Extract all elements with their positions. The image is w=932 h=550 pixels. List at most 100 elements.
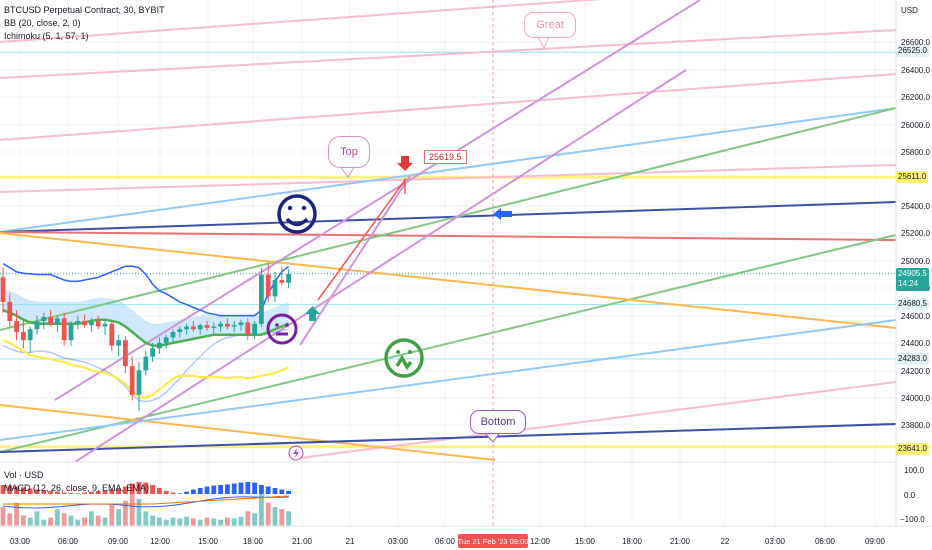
ichimoku-cloud <box>3 288 289 346</box>
candle-body <box>89 321 94 326</box>
volume-bar <box>163 519 169 526</box>
pink-line-4 <box>0 164 896 193</box>
volume-bar <box>14 502 19 526</box>
macd-bar <box>14 486 19 494</box>
macd-tick-neg100: −100.0 <box>900 515 925 524</box>
red-line <box>0 231 896 241</box>
top-callout-tail <box>339 165 356 178</box>
macd-tick-labels: 100.0 0.0 −100.0 <box>900 466 925 524</box>
macd-bar <box>82 492 87 494</box>
macd-bar <box>252 482 257 494</box>
candle-body <box>170 331 176 338</box>
blue-line-low <box>0 319 896 441</box>
candle-body <box>177 329 183 332</box>
candle-body <box>279 280 285 283</box>
macd-bar <box>279 489 285 494</box>
macd-bar <box>68 493 74 494</box>
time-tick: 06:00 <box>815 537 836 546</box>
last-price: 24905.5 <box>898 269 927 278</box>
volume-bars <box>0 486 291 526</box>
candle-body <box>143 356 149 371</box>
candle-body <box>34 321 40 330</box>
currency-label: USD <box>901 6 918 15</box>
blue-line-top <box>0 107 896 233</box>
candle-body <box>68 323 74 341</box>
level-badge-25611: 25611.0 <box>896 171 929 183</box>
price-axis[interactable] <box>896 0 932 526</box>
price-tick: 23800.0 <box>901 421 930 430</box>
macd-bar <box>48 491 53 494</box>
time-tick: 09:00 <box>108 537 129 546</box>
macd-bar <box>116 488 121 494</box>
legend-symbol[interactable]: BTCUSD Perpetual Contract, 30, BYBIT <box>4 5 165 15</box>
trend-line-drawings[interactable] <box>0 0 896 462</box>
candle-body <box>55 318 60 324</box>
crosshair-time-badge <box>458 534 528 548</box>
great-callout[interactable]: Great <box>524 12 576 38</box>
legend-macd[interactable]: MACD (12, 26, close, 9, EMA, EMA) <box>4 483 150 493</box>
purple-line-1 <box>54 0 701 401</box>
event-lightning-icon[interactable] <box>288 445 304 461</box>
volume-bar <box>0 507 6 526</box>
target-price-label[interactable]: 25619.5 <box>424 150 467 164</box>
macd-bar <box>238 482 244 494</box>
volume-bar <box>95 515 101 526</box>
volume-bar <box>21 515 26 526</box>
volume-bar <box>265 502 271 526</box>
level-badge-26525: 26525.0 <box>896 45 929 57</box>
macd-bar <box>21 487 26 494</box>
bottom-callout[interactable]: Bottom <box>470 410 526 434</box>
pink-line-3 <box>0 73 896 141</box>
legend-volume[interactable]: Vol · USD <box>4 470 44 480</box>
candle-body <box>150 348 155 357</box>
purple-line-2 <box>74 69 687 462</box>
candle-body <box>218 323 223 327</box>
volume-bar <box>238 516 244 526</box>
legend-bollinger[interactable]: BB (20, close, 2, 0) <box>4 18 81 28</box>
macd-bar <box>143 482 149 494</box>
macd-tick-100: 100.0 <box>904 466 925 475</box>
candle-body <box>211 326 217 328</box>
candle-body <box>245 322 251 335</box>
macd-bar <box>259 485 264 494</box>
candle-body <box>197 325 203 330</box>
neutral-face-icon <box>266 313 298 345</box>
volume-bar <box>204 517 210 526</box>
candle-body <box>259 274 264 324</box>
green-line-top <box>0 107 896 331</box>
macd-bar <box>102 490 108 494</box>
volume-bar <box>136 498 142 526</box>
candle-body <box>21 331 26 341</box>
candle-body <box>184 326 189 330</box>
volume-bar <box>89 511 94 526</box>
volume-bar <box>34 511 40 526</box>
candle-body <box>109 323 115 346</box>
time-tick: 22 <box>721 537 730 546</box>
macd-bar <box>184 491 189 494</box>
volume-bar <box>286 511 291 526</box>
macd-bar <box>286 491 291 494</box>
macd-bar <box>272 488 278 494</box>
level-badge-24283: 24283.0 <box>896 353 929 365</box>
price-tick: 24200.0 <box>901 367 930 376</box>
macd-bar <box>0 485 6 494</box>
legend-ichimoku[interactable]: Ichimoku (5, 1, 57, 1) <box>4 31 89 41</box>
volume-bar <box>218 519 223 526</box>
candle-body <box>204 325 210 328</box>
candle-body <box>191 326 196 330</box>
level-badge-23641: 23641.0 <box>896 443 929 455</box>
top-callout[interactable]: Top <box>328 136 370 168</box>
price-tick: 26600.0 <box>901 38 930 47</box>
macd-bar <box>218 485 223 494</box>
candle-body <box>27 329 33 341</box>
macd-bar <box>191 489 196 494</box>
navy-line-low <box>0 423 896 453</box>
volume-bar <box>252 513 257 526</box>
candle-body <box>163 337 169 343</box>
volume-bar <box>150 515 155 526</box>
volume-bar <box>225 517 230 526</box>
macd-bar <box>123 486 128 494</box>
time-tick: 12:00 <box>150 537 171 546</box>
level-badge-24680: 24680.5 <box>896 298 929 310</box>
